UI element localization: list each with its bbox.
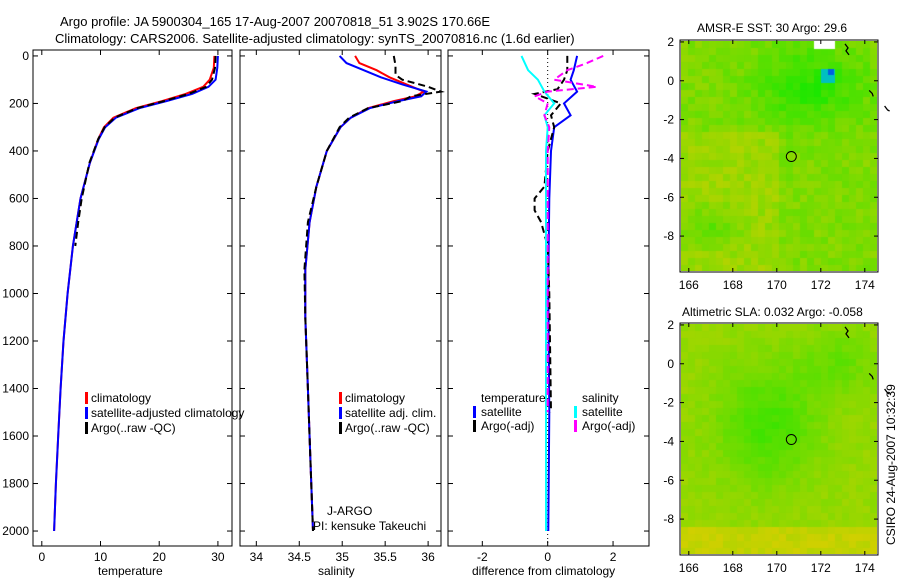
- series-line-satellite-adjusted-climatology: [53, 55, 219, 532]
- sst-map-image: [681, 41, 877, 271]
- legend-header: salinity: [582, 391, 619, 405]
- x-tick-label: 0: [38, 550, 45, 564]
- profile-panel-temperature: 0 10 20 30 0 200 400 600 800 1000 1200 1400 1600 1800…: [2, 49, 233, 564]
- legend-label: Argo(..raw -QC): [345, 421, 430, 435]
- series-line-satellite-adj-clim-: [304, 55, 429, 532]
- sla-map-title: Altimetric SLA: 0.032 Argo: -0.058: [682, 305, 863, 319]
- temperature-legend: climatology satellite-adjusted climatolo…: [91, 391, 244, 435]
- y-tick-label: 2000: [2, 524, 29, 538]
- x-tick-label: 30: [211, 550, 225, 564]
- x-tick-label: 20: [153, 550, 167, 564]
- x-axis-label: salinity: [318, 564, 355, 578]
- y-tick-label: 1400: [2, 382, 29, 396]
- annotation-program: J-ARGO: [327, 504, 372, 518]
- plot-frame: [32, 49, 233, 547]
- sla-map-image: [681, 324, 877, 554]
- y-tick-label: 1800: [2, 477, 29, 491]
- profile-panel-difference: -2 0 2: [447, 49, 650, 564]
- profile-plots: 0 10 20 30020040060080010001200140016001800…: [2, 49, 650, 564]
- legend-label: satellite: [481, 405, 522, 419]
- plot-frame: [239, 49, 442, 547]
- series-line-argo-raw-qc-: [74, 55, 217, 247]
- x-tick-label: 10: [94, 550, 108, 564]
- x-tick-label: 0: [544, 550, 551, 564]
- y-tick-label: 0: [22, 49, 29, 63]
- legend-swatch: [339, 392, 342, 404]
- legend-swatch: [574, 420, 577, 432]
- legend-swatch: [85, 422, 88, 434]
- legend-label: climatology: [91, 391, 151, 405]
- annotation-pi: PI: kensuke Takeuchi: [313, 519, 426, 533]
- series-line-climatology: [53, 55, 216, 532]
- legend-swatch: [473, 406, 476, 418]
- y-tick-label: 400: [9, 144, 29, 158]
- y-tick-label: 600: [9, 191, 29, 205]
- series-line-salinity-argo-adj-: [532, 54, 604, 413]
- x-tick-label: 36: [421, 550, 435, 564]
- sst-map-title: AMSR-E SST: 30 Argo: 29.6: [697, 21, 847, 35]
- legend-swatch: [339, 407, 342, 419]
- legend-header: temperature: [481, 391, 546, 405]
- figure-title-line1: Argo profile: JA 5900304_165 17-Aug-2007…: [60, 14, 490, 29]
- x-tick-label: 34: [250, 550, 264, 564]
- difference-legend: temperature satellite Argo(-adj) salinit…: [481, 391, 635, 433]
- y-tick-label: 800: [9, 239, 29, 253]
- y-tick-label: 1000: [2, 286, 29, 300]
- legend-swatch: [85, 392, 88, 404]
- x-axis-label: difference from climatology: [472, 564, 615, 578]
- plot-frame: [447, 49, 650, 547]
- legend-label: Argo(..raw -QC): [91, 421, 176, 435]
- series-line-temperature-satellite: [547, 55, 579, 532]
- x-tick-label: 2: [610, 550, 617, 564]
- series-line-salinity-satellite: [520, 55, 556, 531]
- legend-label: Argo(-adj): [582, 419, 635, 433]
- legend-label: satellite adj. clim.: [345, 406, 436, 420]
- legend-swatch: [339, 422, 342, 434]
- y-tick-label: 200: [9, 96, 29, 110]
- legend-label: satellite-adjusted climatology: [91, 406, 244, 420]
- legend-label: climatology: [345, 391, 405, 405]
- series-line-argo-raw-qc-: [303, 55, 445, 532]
- series-line-temperature-argo-adj-: [530, 55, 569, 413]
- profile-panel-salinity: 34 34.5 35 35.5 36: [239, 49, 445, 564]
- x-tick-label: -2: [477, 550, 488, 564]
- x-tick-label: 34.5: [288, 550, 312, 564]
- footer-stamp: CSIRO 24-Aug-2007 10:32:39: [884, 384, 898, 545]
- legend-swatch: [85, 407, 88, 419]
- legend-swatch: [574, 406, 577, 418]
- series-line-climatology: [304, 55, 427, 532]
- y-tick-label: 1200: [2, 334, 29, 348]
- legend-label: Argo(-adj): [481, 419, 534, 433]
- legend-swatch: [473, 420, 476, 432]
- x-tick-label: 35.5: [373, 550, 397, 564]
- y-tick-label: 1600: [2, 429, 29, 443]
- x-tick-label: 35: [336, 550, 350, 564]
- legend-label: satellite: [582, 405, 623, 419]
- salinity-legend: climatology satellite adj. clim. Argo(..…: [345, 391, 436, 435]
- x-axis-label: temperature: [98, 564, 163, 578]
- figure-title-line2: Climatology: CARS2006. Satellite-adjuste…: [55, 31, 575, 46]
